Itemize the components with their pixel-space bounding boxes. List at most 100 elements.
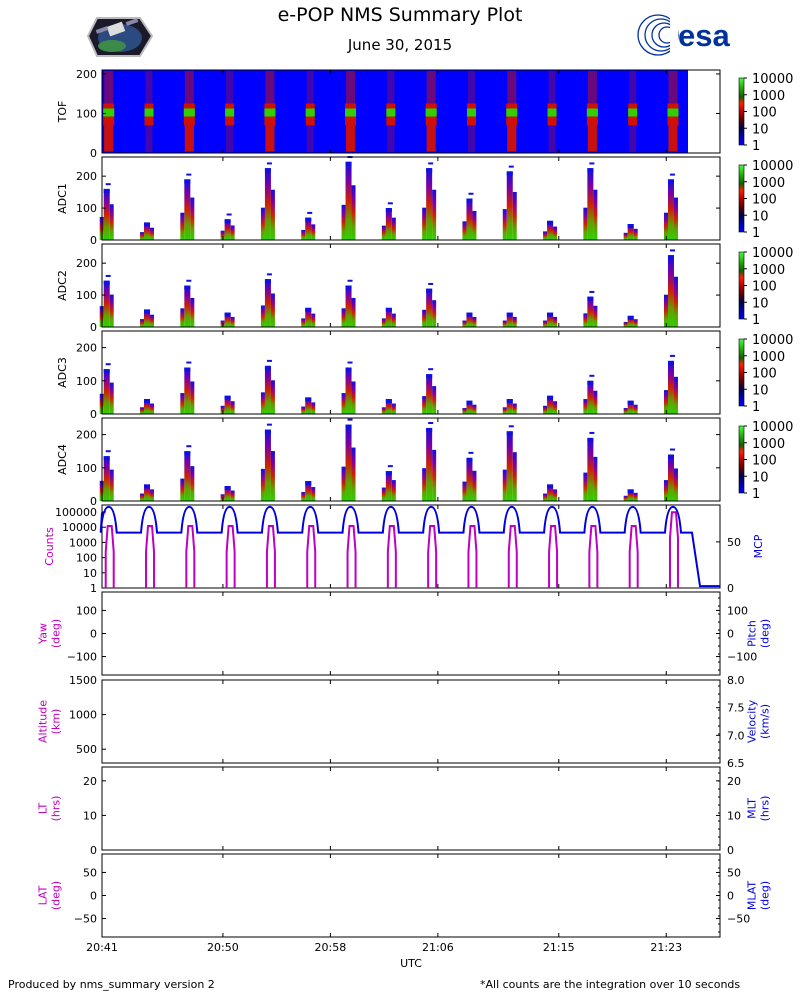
tof-pass-signal (506, 71, 518, 152)
counts-ytick-label: 1 (90, 582, 97, 595)
adc3-burst (422, 368, 437, 414)
colorbar-tick-label: 10000 (752, 246, 793, 261)
lat_mlat-frame (101, 853, 721, 938)
plot-date: June 30, 2015 (347, 36, 453, 54)
ytick-label: 0 (90, 147, 97, 160)
alt_vel-left-axis-label: Altitude (km) (37, 700, 63, 743)
adc4-burst (462, 451, 477, 501)
mcp-series-line (99, 505, 720, 588)
ytick-label: 200 (76, 257, 97, 270)
ytick-label-right: 50 (727, 866, 741, 879)
panel-lt_mlt: 20 10 0 20 10 0 (83, 766, 741, 857)
adc2-burst (180, 279, 195, 327)
tof-pass-signal (183, 71, 195, 152)
colorbar-tick-label: 10000 (752, 420, 793, 435)
tof-colorbar (738, 77, 745, 146)
svg-text:(deg): (deg) (759, 619, 772, 648)
svg-text:(deg): (deg) (50, 881, 63, 910)
ytick-label-left: 1000 (69, 709, 97, 722)
adc3-burst (623, 400, 638, 414)
svg-text:MCP: MCP (752, 534, 765, 558)
colorbar-tick-label: 1000 (752, 350, 785, 365)
adc4-burst (422, 421, 437, 501)
adc4-colorbar (738, 425, 745, 494)
yaw_pitch-frame (101, 591, 721, 676)
adc2-burst (502, 312, 517, 327)
adc4-burst (260, 423, 275, 501)
colorbar-tick-label: 100 (752, 106, 777, 121)
svg-text:(deg): (deg) (759, 881, 772, 910)
adc4-ylabel: ADC4 (56, 444, 69, 475)
svg-text:(hrs): (hrs) (759, 796, 772, 822)
svg-text:Pitch: Pitch (746, 620, 759, 647)
adc3-burst (180, 361, 195, 414)
colorbar-tick-label: 10 (752, 470, 769, 485)
svg-text:Counts: Counts (43, 527, 56, 566)
svg-text:(hrs): (hrs) (50, 796, 63, 822)
xtick-label: 21:06 (422, 941, 454, 954)
colorbar-tick-label: 1 (752, 487, 760, 502)
tof-pass-signal (225, 71, 235, 152)
adc1-colorbar (738, 164, 745, 233)
mcp-ytick-label: 0 (727, 582, 734, 595)
tof-frame (101, 69, 721, 154)
colorbar-tick-label: 1 (752, 400, 760, 415)
ytick-label-left: 1500 (69, 674, 97, 687)
colorbar-tick-label: 1 (752, 313, 760, 328)
yaw_pitch-right-axis-label: Pitch (deg) (746, 619, 772, 648)
adc1-burst (502, 165, 517, 240)
adc2-burst (260, 273, 275, 327)
adc4-burst (180, 445, 195, 501)
adc3-burst (301, 397, 316, 414)
adc4-burst (623, 489, 638, 501)
adc4-burst (140, 484, 155, 501)
adc1-burst (301, 211, 316, 240)
ytick-label-right: 100 (727, 604, 748, 617)
adc2-burst (301, 307, 316, 327)
ytick-label-right: −50 (727, 913, 750, 926)
tof-pass-signal (386, 71, 396, 152)
ytick-label-left: 0 (90, 844, 97, 857)
svg-text:Altitude: Altitude (37, 700, 50, 743)
colorbar-tick-label: 10000 (752, 159, 793, 174)
ytick-label-right: 7.5 (727, 702, 745, 715)
adc4-burst (381, 465, 396, 501)
svg-text:ADC2: ADC2 (56, 270, 69, 301)
ytick-label: 100 (76, 289, 97, 302)
colorbar-tick-label: 10 (752, 122, 769, 137)
svg-text:ADC4: ADC4 (56, 444, 69, 475)
tof-pass-signal (425, 71, 437, 152)
colorbar-tick-label: 10000 (752, 72, 793, 87)
svg-text:LT: LT (37, 803, 50, 815)
mission-patch-logo (86, 17, 154, 57)
ytick-label-right: 8.0 (727, 674, 745, 687)
ytick-label-right: 10 (727, 809, 741, 822)
alt_vel-frame (101, 679, 721, 764)
tof-ylabel: TOF (56, 101, 69, 124)
footer-integration-note: *All counts are the integration over 10 … (480, 978, 741, 991)
svg-text:ADC3: ADC3 (56, 357, 69, 388)
adc2-burst (623, 315, 638, 327)
xtick-label: 20:50 (207, 941, 239, 954)
lt_mlt-frame (101, 766, 721, 851)
esa-logo: esa (637, 14, 730, 56)
tof-pass-signal (667, 71, 679, 152)
adc1-burst (462, 192, 477, 240)
page-title: e-POP NMS Summary Plot (277, 4, 523, 26)
adc1-burst (260, 162, 275, 240)
tof-pass-signal (144, 71, 154, 152)
ytick-label: 100 (76, 202, 97, 215)
tof-pass-signal (586, 71, 598, 152)
adc4-frame (101, 417, 721, 502)
mcp-ytick-label: 50 (727, 536, 741, 549)
adc1-burst (543, 220, 558, 240)
adc4-burst (583, 431, 598, 501)
adc2-burst (543, 312, 558, 327)
adc4-burst (502, 425, 517, 501)
counts_mcp-right-axis-label: MCP (752, 534, 765, 558)
tof-pass-signal (466, 71, 476, 152)
ytick-label: 0 (90, 408, 97, 421)
svg-text:MLT: MLT (746, 798, 759, 819)
